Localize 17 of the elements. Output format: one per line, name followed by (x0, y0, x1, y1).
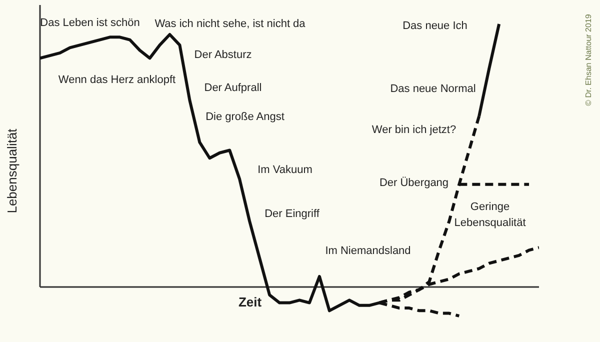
annotation: Der Übergang (379, 176, 449, 189)
annotation: Der Aufprall (204, 82, 262, 94)
annotation: Was ich nicht sehe, ist nicht da (154, 18, 306, 30)
annotation: Wenn das Herz anklopft (58, 74, 176, 86)
annotation: Das Leben ist schön (40, 17, 140, 29)
annotation: Das neue Ich (402, 20, 468, 32)
annotation: Geringe Lebensqualität (454, 201, 526, 229)
annotation: Die große Angst (206, 111, 284, 123)
x-axis-title: Zeit (238, 294, 262, 310)
annotation: Im Niemandsland (325, 245, 411, 257)
annotation: Das neue Normal (390, 83, 476, 95)
annotation: Im Vakuum (258, 164, 312, 176)
text: © Dr. Ehsan Nattour 2019 (584, 14, 592, 106)
y-axis-title: Lebensqualität (4, 128, 20, 214)
annotation: Der Eingriff (264, 208, 320, 220)
annotation: Der Absturz (194, 49, 252, 61)
annotation: Wer bin ich jetzt? (372, 124, 456, 136)
